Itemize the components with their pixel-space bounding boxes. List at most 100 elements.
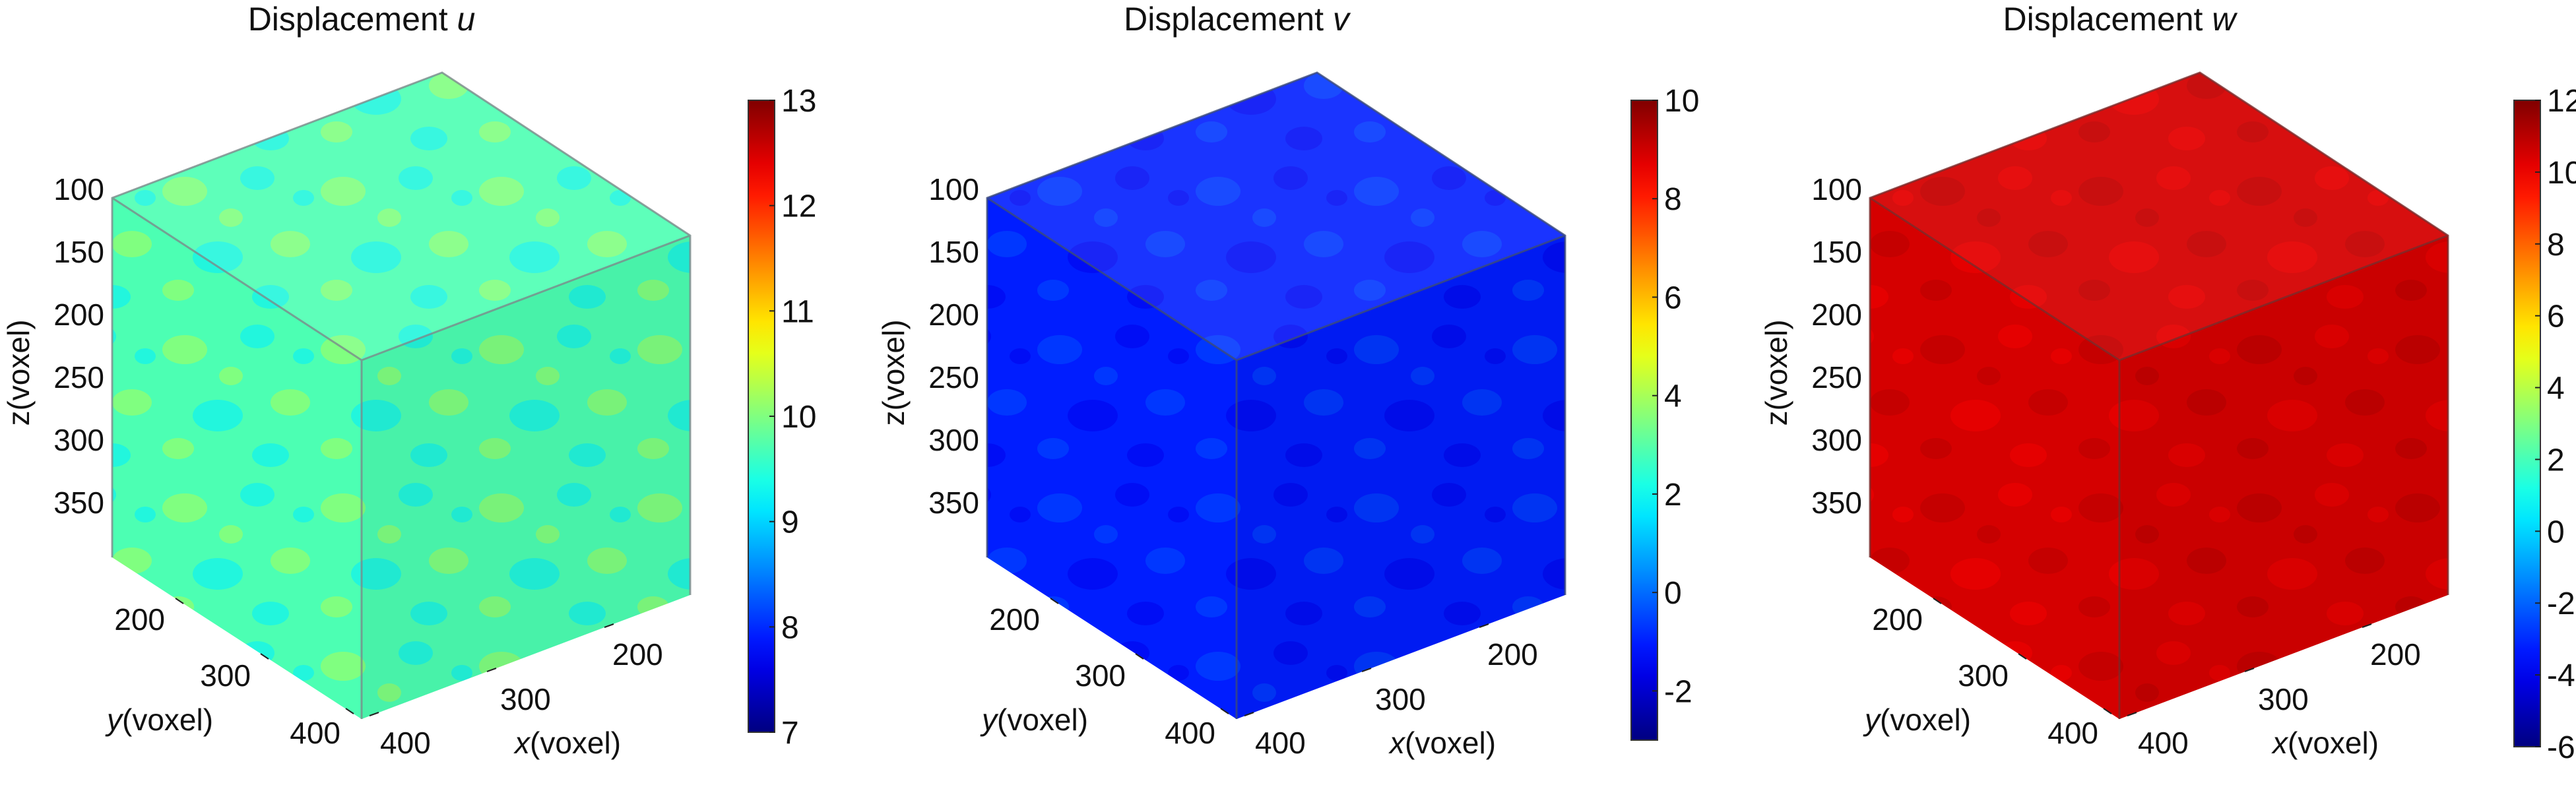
x-tick-label: 300 (500, 682, 551, 716)
colorbar-tick-label: 4 (1664, 379, 1682, 414)
z-tick-label: 250 (928, 360, 979, 394)
z-tick-label: 150 (928, 235, 979, 269)
colorbar-tick-label: 12 (781, 189, 816, 224)
z-tick-label: 350 (53, 486, 104, 520)
x-tick-label: 400 (380, 726, 431, 760)
colorbar: 12 10 8 6 4 2 0 -2 -4 -6 (2513, 84, 2576, 765)
z-tick-label: 300 (928, 423, 979, 457)
y-tick-label: 200 (989, 602, 1040, 637)
z-axis-label: z(voxel) (876, 319, 911, 425)
x-tick-label: 200 (2370, 637, 2421, 672)
colorbar-ticks: 10 8 6 4 2 0 -2 (1652, 84, 1699, 709)
colorbar-tick-label: 2 (2547, 443, 2565, 478)
y-axis-ticks: 200 300 400 (989, 598, 1229, 750)
z-axis-ticks: 100 150 200 250 300 350 (1811, 172, 1862, 520)
z-tick-label: 200 (1811, 298, 1862, 332)
z-tick-label: 300 (1811, 423, 1862, 457)
y-tick-label: 400 (1165, 716, 1215, 750)
x-axis-label: x(voxel) (1388, 726, 1496, 760)
z-tick-label: 100 (53, 172, 104, 206)
cube (111, 71, 692, 719)
panel-title: Displacement w (2003, 1, 2238, 38)
x-axis-ticks: 400 300 200 (2127, 623, 2421, 760)
colorbar-tick-label: 10 (2547, 156, 2576, 191)
x-tick-label: 300 (1375, 682, 1426, 716)
y-tick-label: 400 (290, 716, 340, 750)
panel-title: Displacement v (1124, 1, 1351, 38)
colorbar-tick-label: 8 (1664, 182, 1682, 217)
panel-displacement-v: Displacement v z(voxel) 100 150 200 250 … (876, 1, 1699, 760)
cube-right-face (362, 236, 690, 719)
y-axis-ticks: 200 300 400 (114, 598, 354, 750)
y-tick-label: 400 (2047, 716, 2098, 750)
cube-top-face (112, 73, 690, 360)
z-tick-label: 100 (928, 172, 979, 206)
colorbar-tick-label: 6 (1664, 280, 1682, 315)
z-tick-label: 250 (1811, 360, 1862, 394)
colorbar-tick-label: 9 (781, 505, 799, 540)
y-axis-label: y(voxel) (105, 703, 213, 737)
colorbar-tick-label: 11 (781, 294, 814, 329)
colorbar-tick-label: 4 (2547, 371, 2565, 406)
cube (1869, 71, 2449, 719)
z-tick-label: 350 (1811, 486, 1862, 520)
z-tick-label: 350 (928, 486, 979, 520)
z-tick-label: 200 (928, 298, 979, 332)
x-tick-label: 200 (612, 637, 663, 672)
y-tick-label: 300 (200, 658, 251, 693)
panel-title: Displacement u (248, 1, 476, 38)
colorbar: 13 12 11 10 9 8 7 (748, 84, 816, 751)
y-axis-label: y(voxel) (980, 703, 1088, 737)
y-axis-ticks: 200 300 400 (1872, 598, 2112, 750)
cube-edges (111, 71, 692, 719)
cube-left-face (987, 198, 1237, 719)
z-axis-label: z(voxel) (1759, 319, 1793, 425)
cube-top-overlay (112, 73, 690, 360)
colorbar-gradient (2513, 100, 2541, 747)
z-tick-label: 250 (53, 360, 104, 394)
x-tick-label: 200 (1487, 637, 1538, 672)
colorbar-tick-label: 7 (781, 716, 799, 751)
x-tick-label: 400 (2138, 726, 2189, 760)
cube-right-shade (2119, 236, 2448, 719)
y-tick-label: 200 (1872, 602, 1923, 637)
cube-edges (986, 71, 1566, 719)
cube-edges (1869, 71, 2449, 719)
z-axis-label: z(voxel) (1, 319, 36, 425)
x-axis-label: x(voxel) (513, 726, 621, 760)
z-tick-label: 100 (1811, 172, 1862, 206)
cube (986, 71, 1566, 719)
colorbar-tick-label: 12 (2547, 84, 2576, 119)
colorbar: 10 8 6 4 2 0 -2 (1630, 84, 1699, 741)
x-tick-label: 400 (1255, 726, 1306, 760)
x-axis-label: x(voxel) (2271, 726, 2379, 760)
panel-displacement-u: Displacement u z(voxel) 100 150 200 250 … (1, 1, 816, 760)
colorbar-ticks: 12 10 8 6 4 2 0 -2 -4 -6 (2535, 84, 2576, 765)
colorbar-tick-label: -2 (2547, 586, 2575, 621)
colorbar-tick-label: 2 (1664, 478, 1682, 513)
cube-top-overlay (987, 73, 1565, 360)
colorbar-tick-label: 6 (2547, 299, 2565, 334)
z-axis-ticks: 100 150 200 250 300 350 (53, 172, 104, 520)
colorbar-tick-label: -4 (2547, 658, 2575, 693)
cube-right-face (1237, 236, 1565, 719)
panel-displacement-w: Displacement w z(voxel) 100 150 200 250 … (1759, 1, 2576, 765)
colorbar-tick-label: 0 (1664, 576, 1682, 611)
colorbar-ticks: 13 12 11 10 9 8 7 (769, 84, 816, 751)
cube-left-face (112, 198, 362, 719)
colorbar-tick-label: 8 (781, 610, 799, 645)
colorbar-tick-label: 8 (2547, 228, 2565, 263)
cube-left-face (1870, 198, 2119, 719)
z-tick-label: 300 (53, 423, 104, 457)
colorbar-tick-label: 13 (781, 84, 816, 119)
z-tick-label: 150 (1811, 235, 1862, 269)
x-axis-ticks: 400 300 200 (369, 623, 663, 760)
cube-right-shade (362, 236, 690, 719)
y-tick-label: 300 (1958, 658, 2009, 693)
y-axis-label: y(voxel) (1863, 703, 1971, 737)
cube-top-overlay (1870, 73, 2448, 360)
colorbar-tick-label: 0 (2547, 515, 2565, 550)
y-tick-label: 200 (114, 602, 165, 637)
cube-top-face (1870, 73, 2448, 360)
